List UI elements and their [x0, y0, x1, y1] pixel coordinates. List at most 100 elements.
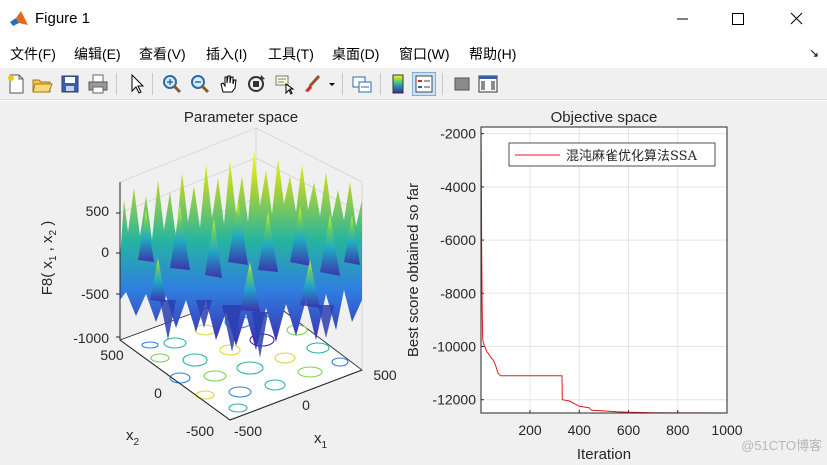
zoom-out-button[interactable]	[188, 72, 212, 96]
minimize-button[interactable]	[653, 0, 711, 38]
rotate-3d-button[interactable]	[244, 72, 268, 96]
z-axis-label: F8( x1 , x2 )	[39, 221, 59, 295]
maximize-button[interactable]	[709, 0, 767, 38]
brush-dropdown-button[interactable]	[326, 72, 338, 96]
x2-tick-label: 500	[100, 347, 124, 363]
open-file-button[interactable]	[30, 72, 54, 96]
legend[interactable]: 混沌麻雀优化算法SSA	[508, 142, 716, 167]
hide-plot-tools-icon	[454, 77, 470, 91]
menu-insert[interactable]: 插入(I)	[206, 46, 248, 62]
show-plot-tools-button[interactable]	[476, 72, 500, 96]
x-tick-label: 600	[617, 422, 641, 438]
save-icon	[61, 75, 79, 93]
title-bar: Figure 1	[0, 0, 827, 38]
x-tick-label: 400	[568, 422, 592, 438]
zoom-in-button[interactable]	[160, 72, 184, 96]
data-cursor-icon	[275, 75, 295, 95]
parameter-space-axes[interactable]: Parameter space	[39, 109, 397, 451]
toolbar-separator	[152, 73, 153, 95]
menu-edit[interactable]: 编辑(E)	[74, 46, 121, 62]
brush-icon	[305, 74, 321, 92]
print-button[interactable]	[86, 72, 110, 96]
menu-file[interactable]: 文件(F)	[10, 46, 56, 62]
x-tick-label: 200	[518, 422, 542, 438]
x1-axis	[229, 369, 363, 421]
z-tick-label: 0	[101, 244, 109, 260]
legend-entry: 混沌麻雀优化算法SSA	[566, 149, 698, 164]
z-axis	[116, 182, 121, 340]
z-tick-label: 500	[86, 203, 110, 219]
rotate-3d-icon	[248, 75, 265, 92]
open-file-icon	[32, 79, 53, 93]
dock-arrow-icon[interactable]: ↘	[808, 46, 819, 60]
close-icon	[790, 12, 803, 25]
y-axis-label: Best score obtained so far	[405, 183, 422, 357]
print-icon	[88, 74, 108, 94]
x2-axis	[119, 339, 231, 421]
show-plot-tools-icon	[478, 75, 498, 93]
window-title: Figure 1	[35, 10, 91, 27]
menu-desktop[interactable]: 桌面(D)	[332, 46, 380, 62]
zoom-in-icon	[163, 75, 182, 94]
pointer-button[interactable]	[124, 72, 148, 96]
x2-axis-label: x2	[126, 427, 140, 448]
menu-bar: 文件(F) 编辑(E) 查看(V) 插入(I) 工具(T) 桌面(D) 窗口(W…	[0, 38, 827, 68]
x2-tick-label: 0	[154, 385, 162, 401]
x-tick-label: 800	[666, 422, 690, 438]
y-axis-ticks: -2000 -4000 -6000 -8000 -10000 -12000	[432, 126, 484, 408]
colorbar-icon	[392, 74, 404, 94]
x1-axis-label: x1	[314, 430, 328, 451]
toolbar-separator	[342, 73, 343, 95]
x2-tick-label: -500	[186, 423, 214, 439]
x-axis-label: Iteration	[577, 446, 631, 463]
matlab-icon	[10, 11, 28, 26]
chevron-down-icon	[329, 83, 335, 86]
hide-plot-tools-button[interactable]	[450, 72, 474, 96]
pointer-icon	[131, 73, 145, 94]
colorbar-button[interactable]	[386, 72, 410, 96]
menu-window[interactable]: 窗口(W)	[399, 46, 450, 62]
surface-peaks	[138, 200, 360, 312]
objective-space-axes[interactable]: Objective space -2000 -4000 -6000 -8000 -100…	[405, 109, 743, 463]
new-figure-button[interactable]	[4, 72, 28, 96]
new-figure-icon	[8, 74, 24, 94]
toolbar-separator	[380, 73, 381, 95]
z-tick-label: -500	[81, 286, 109, 302]
x-axis-ticks: 200 400 600 800 1000	[518, 410, 743, 438]
legend-icon	[415, 75, 433, 93]
x-tick-label: 1000	[711, 422, 742, 438]
left-plot-title: Parameter space	[184, 109, 298, 126]
legend-button[interactable]	[412, 72, 436, 96]
link-plot-button[interactable]	[350, 72, 374, 96]
legend-box	[508, 142, 716, 167]
pan-button[interactable]	[216, 72, 240, 96]
z-tick-label: -1000	[73, 330, 109, 346]
toolbar-separator	[442, 73, 443, 95]
grid	[481, 127, 728, 413]
right-plot-title: Objective space	[551, 109, 658, 126]
link-plot-icon	[352, 76, 372, 93]
pan-icon	[220, 75, 237, 93]
series-line-ssa	[481, 127, 727, 413]
y-tick-label: -4000	[440, 179, 476, 195]
y-tick-label: -8000	[440, 285, 476, 301]
plot-area	[481, 127, 727, 413]
menu-tools[interactable]: 工具(T)	[268, 46, 314, 62]
save-button[interactable]	[58, 72, 82, 96]
menu-view[interactable]: 查看(V)	[139, 46, 186, 62]
minimize-icon	[677, 18, 688, 20]
y-tick-label: -12000	[432, 392, 476, 408]
watermark: @51CTO博客	[741, 438, 822, 453]
figure-canvas: Parameter space	[0, 101, 827, 465]
y-tick-label: -10000	[432, 338, 476, 354]
brush-button[interactable]	[300, 72, 324, 96]
x1-tick-label: 500	[373, 367, 397, 383]
figure-toolbar	[0, 68, 827, 100]
figure-svg[interactable]: Parameter space	[0, 101, 827, 465]
menu-help[interactable]: 帮助(H)	[469, 46, 517, 62]
maximize-icon	[732, 13, 744, 25]
x1-tick-label: -500	[234, 423, 262, 439]
close-button[interactable]	[769, 0, 827, 38]
plot-border	[480, 126, 728, 414]
data-cursor-button[interactable]	[272, 72, 296, 96]
